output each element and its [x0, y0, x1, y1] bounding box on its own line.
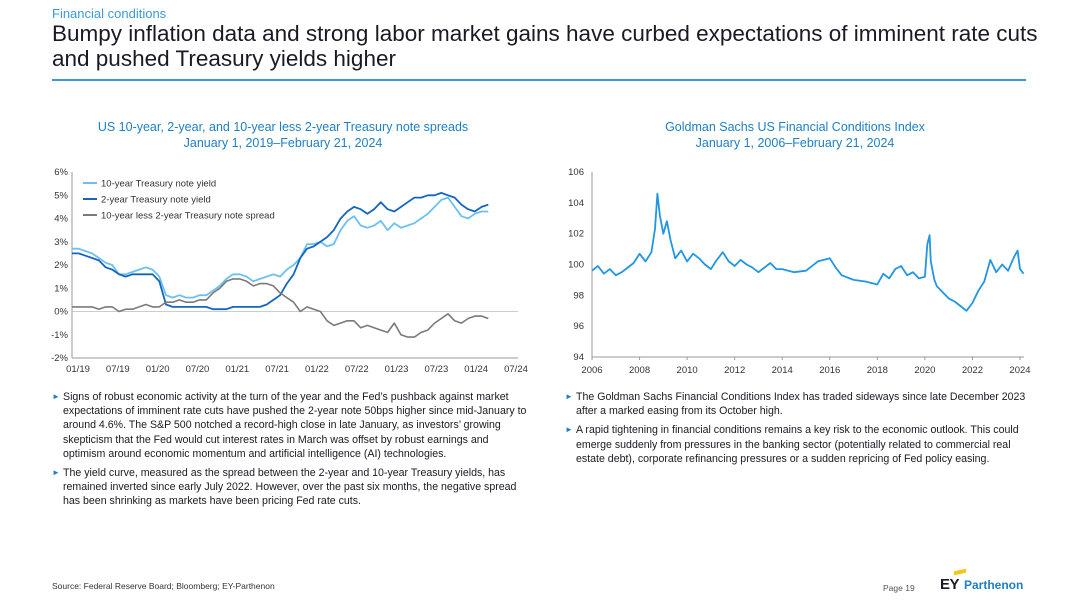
bullet-text: The yield curve, measured as the spread … — [63, 467, 516, 507]
x-tick-label: 2012 — [724, 365, 745, 376]
source-note: Source: Federal Reserve Board; Bloomberg… — [52, 581, 275, 591]
list-item: ► The Goldman Sachs Financial Conditions … — [565, 390, 1035, 418]
x-tick-label: 2018 — [867, 365, 888, 376]
bullet-arrow-icon: ► — [565, 390, 573, 404]
logo-ey-text: EY — [940, 576, 959, 593]
y-tick-label: 100 — [568, 260, 584, 271]
left-bullet-list: ► Signs of robust economic activity at th… — [52, 390, 530, 514]
y-tick-label: 94 — [573, 352, 584, 363]
logo-bar-icon — [954, 569, 966, 576]
x-tick-label: 2020 — [914, 365, 935, 376]
y-tick-label: 98 — [573, 290, 584, 301]
bullet-arrow-icon: ► — [565, 423, 573, 437]
x-tick-label: 2014 — [772, 365, 793, 376]
right-bullet-list: ► The Goldman Sachs Financial Conditions … — [565, 390, 1035, 471]
x-tick-label: 2008 — [629, 365, 650, 376]
financial-conditions-chart: 106 104 102 100 98 96 94 2006 2008 2010 2012 2014 20… — [0, 0, 1080, 385]
bullet-arrow-icon: ► — [52, 390, 60, 404]
bullet-arrow-icon: ► — [52, 466, 60, 480]
list-item: ► Signs of robust economic activity at th… — [52, 390, 530, 461]
bullet-text: Signs of robust economic activity at the… — [63, 391, 526, 460]
list-item: ► A rapid tightening in financial conditi… — [565, 423, 1035, 466]
bullet-text: A rapid tightening in financial conditio… — [576, 424, 1019, 464]
y-tick-label: 104 — [568, 198, 584, 209]
list-item: ► The yield curve, measured as the spread… — [52, 466, 530, 509]
x-tick-label: 2010 — [677, 365, 698, 376]
x-tick-label: 2022 — [962, 365, 983, 376]
bullet-text: The Goldman Sachs Financial Conditions I… — [576, 391, 1025, 417]
logo-parthenon-text: Parthenon — [964, 578, 1023, 592]
x-tick-label: 2006 — [581, 365, 602, 376]
y-tick-label: 106 — [568, 167, 584, 178]
fci-series-line — [592, 194, 1024, 311]
x-tick-label: 2024 — [1009, 365, 1030, 376]
y-tick-label: 96 — [573, 321, 584, 332]
x-tick-label: 2016 — [819, 365, 840, 376]
page-number: Page 19 — [883, 583, 915, 593]
ey-parthenon-logo: EY Parthenon — [940, 570, 1030, 596]
y-tick-label: 102 — [568, 229, 584, 240]
